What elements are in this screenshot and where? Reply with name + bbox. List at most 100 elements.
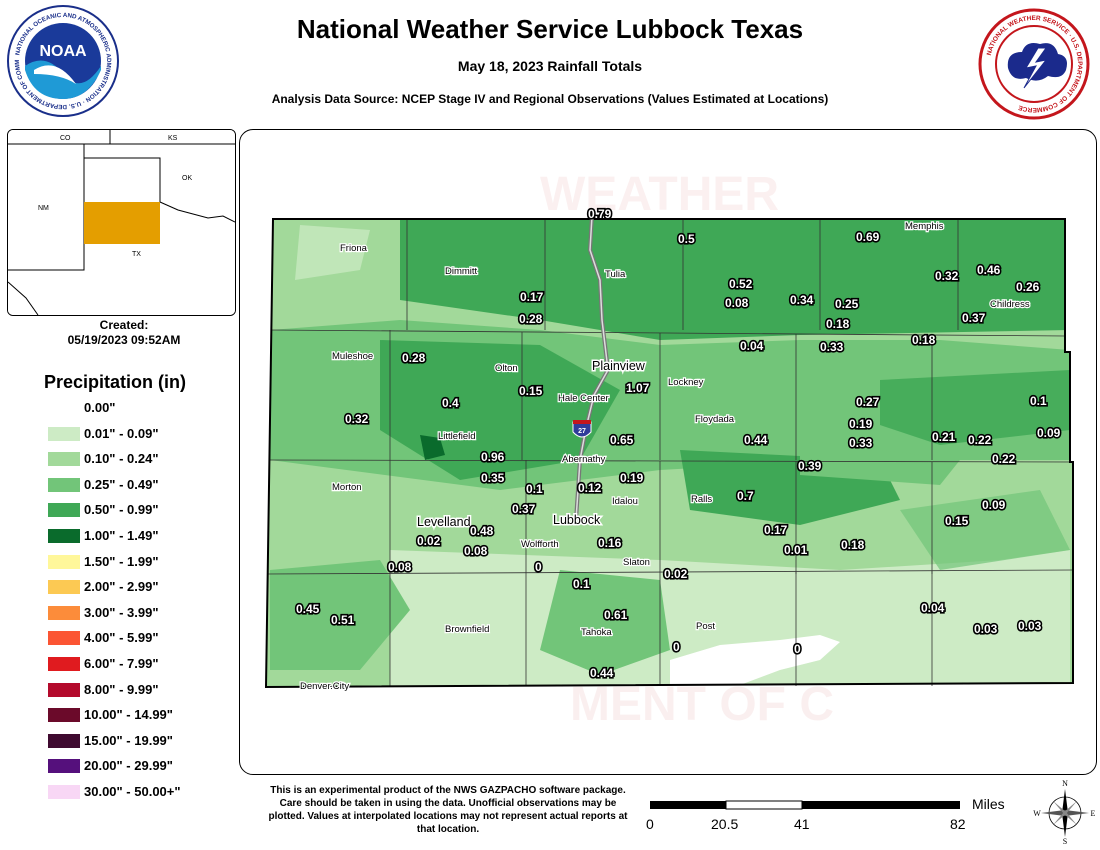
observation-value: 0.32 [935, 269, 959, 283]
town-label: Abernathy [562, 454, 606, 465]
town-label: Muleshoe [332, 351, 373, 362]
interstate-27-shield: 27 [572, 420, 592, 438]
legend-label: 2.00" - 2.99" [84, 579, 159, 595]
legend-swatch [48, 426, 80, 441]
legend-label: 1.00" - 1.49" [84, 528, 159, 543]
legend-item: 3.00" - 3.99" [48, 603, 248, 623]
legend-label: 4.00" - 5.99" [84, 630, 159, 646]
observation-value: 0.18 [841, 538, 865, 552]
town-label: Wolfforth [521, 539, 559, 550]
legend-label: 1.50" - 1.99" [84, 553, 159, 569]
compass-e: E [1091, 809, 1096, 818]
town-labels: Friona Dimmitt Tulia Memphis Childress Mulesh… [299, 220, 1031, 693]
observation-value: 0.17 [520, 290, 544, 304]
inset-label-nm: NM [38, 205, 49, 212]
page-subtitle: May 18, 2023 Rainfall Totals [457, 58, 643, 74]
observation-value: 0.45 [296, 602, 320, 616]
disclaimer-text: This is an experimental product of the N… [268, 785, 628, 835]
town-label: Plainview [592, 359, 646, 373]
observation-value: 0.65 [610, 433, 634, 447]
observation-value: 0.26 [1016, 280, 1040, 294]
observation-value: 0.18 [912, 333, 936, 347]
observation-value: 0.37 [512, 502, 536, 516]
observation-value: 0.16 [598, 536, 622, 550]
page-title: National Weather Service Lubbock Texas [296, 14, 804, 44]
town-label: Childress [990, 299, 1030, 310]
observation-value: 0.22 [992, 452, 1016, 466]
observation-value: 0.18 [826, 317, 850, 331]
scale-tick-3: 82 [950, 816, 966, 832]
locator-inset-map: CO KS NM OK TX [7, 129, 236, 316]
observation-value: 0.32 [345, 412, 369, 426]
town-label: Lubbock [553, 513, 601, 527]
legend-item: 4.00" - 5.99" [48, 628, 248, 648]
scale-tick-2: 41 [794, 816, 810, 832]
legend-item: 0.01" - 0.09" [48, 424, 248, 444]
town-label: Morton [332, 482, 362, 493]
observation-value: 0.22 [968, 433, 992, 447]
observation-value: 0.21 [932, 430, 956, 444]
town-label: Brownfield [445, 624, 489, 635]
observation-value: 0.25 [835, 297, 859, 311]
legend-swatch [48, 682, 80, 697]
legend-item: 0.10" - 0.24" [48, 449, 248, 469]
svg-text:WEATHER: WEATHER [540, 168, 779, 221]
inset-label-ok: OK [182, 175, 192, 182]
legend-swatch [48, 554, 80, 569]
svg-text:27: 27 [578, 428, 586, 435]
rainfall-map: WEATHER MENT OF C [239, 129, 1097, 775]
legend-swatch [48, 657, 80, 671]
observation-value: 0 [535, 560, 542, 574]
town-label: Levelland [417, 515, 471, 529]
town-label: Ralls [691, 494, 712, 505]
legend-label: 3.00" - 3.99" [84, 604, 159, 620]
observation-value: 0.03 [974, 622, 998, 636]
town-label: Tulia [605, 269, 626, 280]
legend-label: 0.25" - 0.49" [84, 476, 159, 492]
created-timestamp: 05/19/2023 09:52AM [67, 333, 181, 347]
town-label: Hale Center [558, 393, 609, 404]
observation-value: 0.51 [331, 613, 355, 627]
scale-tick-0: 0 [646, 816, 654, 832]
observation-value: 0.33 [849, 436, 873, 450]
town-label: Littlefield [438, 431, 476, 442]
compass-w: W [1033, 809, 1041, 818]
forecast-area-highlight [84, 202, 160, 244]
town-label: Lockney [668, 377, 704, 388]
legend-item: 1.50" - 1.99" [48, 552, 248, 572]
observation-value: 0.48 [470, 524, 494, 538]
legend-swatch [48, 733, 80, 748]
legend-swatch [48, 529, 80, 543]
observation-value: 0.1 [1030, 394, 1047, 408]
observation-value: 0.33 [820, 340, 844, 354]
created-label: Created: [99, 318, 149, 332]
legend-label: 0.01" - 0.09" [84, 425, 159, 441]
observation-value: 0.08 [725, 296, 749, 310]
observation-value: 0.35 [481, 471, 505, 485]
cwa-boundary [264, 218, 1074, 689]
observation-value: 1.07 [626, 381, 650, 395]
town-label: Denver.City [300, 681, 349, 692]
legend-item: 0.00" [48, 398, 248, 418]
town-label: Slaton [623, 557, 650, 568]
legend-label: 0.00" [84, 400, 116, 415]
legend-title: Precipitation (in) [44, 372, 187, 392]
observation-value: 0.02 [417, 534, 441, 548]
scale-bar [650, 800, 960, 810]
legend-item: 6.00" - 7.99" [48, 654, 248, 674]
legend-label: 10.00" - 14.99" [84, 707, 173, 723]
legend-label: 15.00" - 19.99" [84, 732, 173, 748]
scale-unit-label: Miles [972, 796, 1005, 812]
observation-value: 0.28 [519, 312, 543, 326]
legend-label: 0.10" - 0.24" [84, 451, 159, 467]
compass-s: S [1063, 837, 1067, 845]
observation-value: 0.17 [764, 523, 788, 537]
observation-value: 0.03 [1018, 619, 1042, 633]
legend-item: 20.00" - 29.99" [48, 756, 248, 776]
town-label: Idalou [612, 496, 638, 507]
observation-value: 0.19 [849, 417, 873, 431]
observation-value: 0.15 [945, 514, 969, 528]
observation-value: 0 [794, 642, 801, 656]
observation-value: 0.19 [620, 471, 644, 485]
observation-value: 0.04 [921, 601, 945, 615]
